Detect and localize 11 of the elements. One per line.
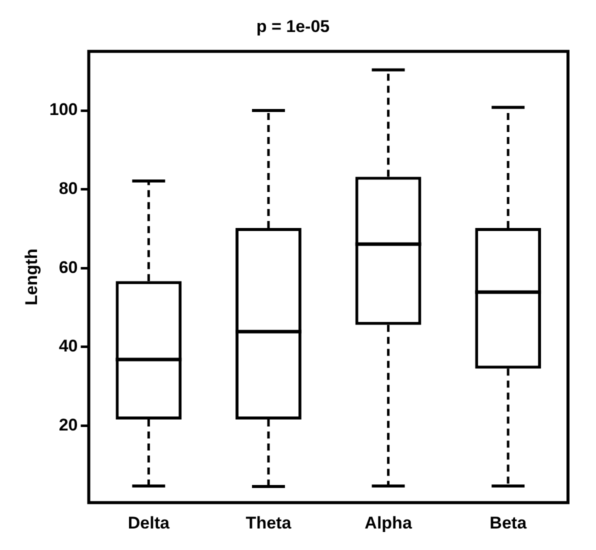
- chart-title: p = 1e-05: [256, 16, 330, 36]
- x-tick-label: Delta: [128, 513, 170, 532]
- x-tick-label: Theta: [246, 513, 292, 532]
- y-tick-label: 20: [58, 415, 78, 434]
- y-tick-label: 100: [49, 100, 78, 120]
- y-axis-title: Length: [22, 248, 41, 306]
- y-tick-label: 80: [58, 179, 78, 198]
- y-tick-label: 60: [58, 258, 78, 277]
- x-tick-label: Beta: [490, 513, 528, 532]
- x-tick-label: Alpha: [364, 513, 412, 532]
- y-tick-label: 40: [58, 336, 78, 356]
